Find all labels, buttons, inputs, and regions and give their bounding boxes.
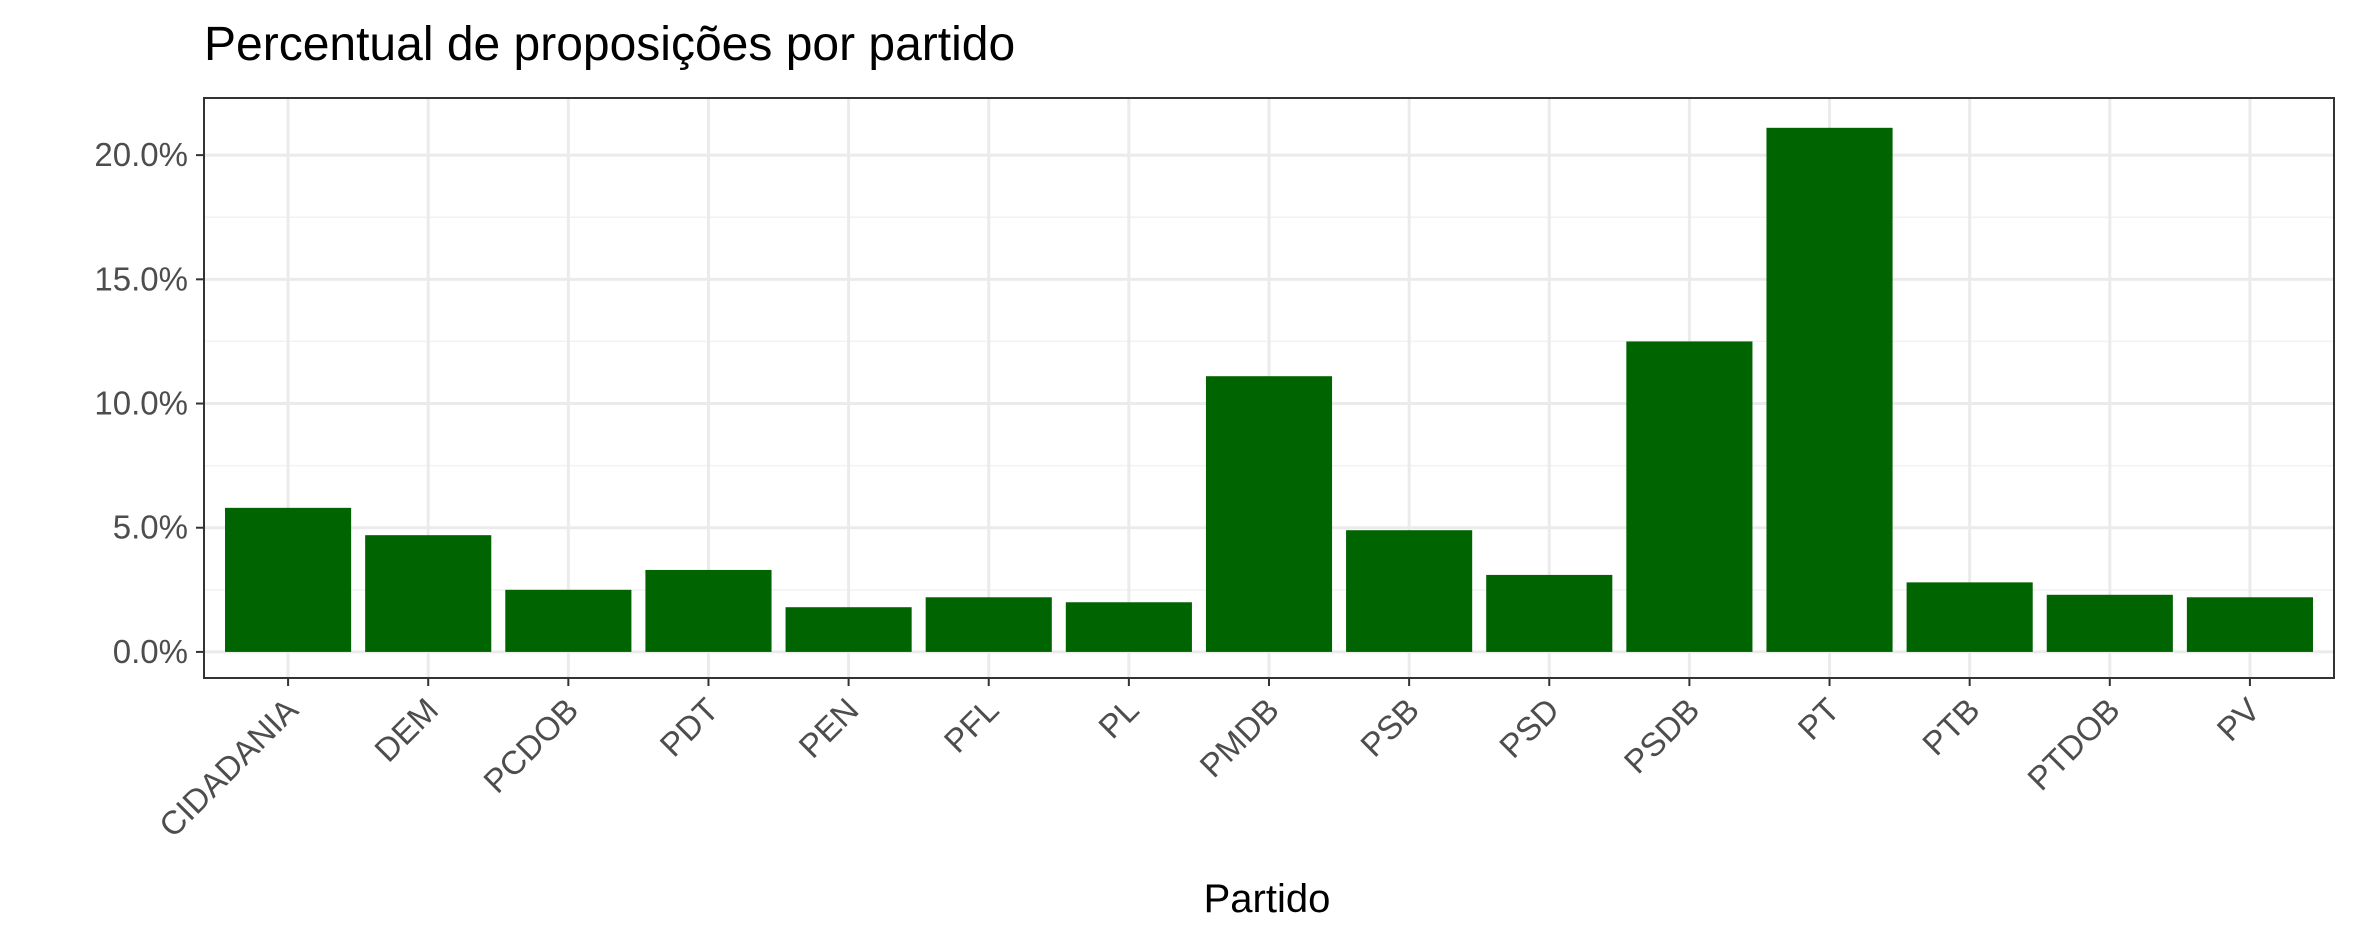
bar-psd — [1486, 574, 1613, 652]
bars — [225, 127, 2313, 652]
x-tick-label-psdb: PSDB — [1617, 691, 1707, 781]
x-tick-label-pdt: PDT — [653, 691, 726, 764]
bar-pfl — [925, 597, 1052, 652]
y-tick-label: 15.0% — [94, 260, 188, 297]
bar-cidadania — [225, 507, 352, 652]
x-tick-label-pen: PEN — [791, 691, 865, 765]
y-tick-label: 20.0% — [94, 136, 188, 173]
chart-title: Percentual de proposições por partido — [204, 18, 1015, 71]
y-tick-label: 0.0% — [113, 633, 188, 670]
x-tick-label-cidadania: CIDADANIA — [152, 691, 305, 844]
bar-psb — [1346, 530, 1473, 652]
x-tick-label-pl: PL — [1091, 691, 1146, 746]
bar-dem — [365, 535, 492, 652]
x-tick-label-pmdb: PMDB — [1192, 691, 1286, 785]
y-tick-label: 10.0% — [94, 385, 188, 422]
x-tick-label-ptdob: PTDOB — [2020, 691, 2127, 798]
x-axis: CIDADANIA DEM PCDOB PDT PEN PFL PL PMDB PSB PSD PS… — [152, 678, 2267, 844]
bar-pen — [785, 607, 912, 652]
x-tick-label-psd: PSD — [1492, 691, 1566, 765]
x-tick-label-ptb: PTB — [1915, 691, 1987, 763]
x-tick-label-pfl: PFL — [937, 691, 1006, 760]
bar-pmdb — [1205, 376, 1333, 652]
x-tick-label-pcdob: PCDOB — [476, 691, 585, 800]
bar-pdt — [645, 569, 772, 652]
y-axis: 0.0% 5.0% 10.0% 15.0% 20.0% — [94, 136, 204, 670]
x-tick-label-pt: PT — [1790, 691, 1846, 747]
bar-ptdob — [2046, 594, 2173, 652]
bar-pl — [1065, 602, 1192, 652]
y-tick-label: 5.0% — [113, 509, 188, 546]
x-tick-label-pv: PV — [2210, 691, 2267, 748]
x-tick-label-psb: PSB — [1353, 691, 1426, 764]
bar-pv — [2186, 597, 2313, 652]
bar-pcdob — [505, 589, 632, 652]
x-axis-title: Partido — [1204, 877, 1331, 921]
x-tick-label-dem: DEM — [367, 691, 445, 769]
bar-ptb — [1906, 582, 2033, 652]
bar-pt — [1766, 127, 1893, 652]
bar-psdb — [1626, 341, 1753, 652]
